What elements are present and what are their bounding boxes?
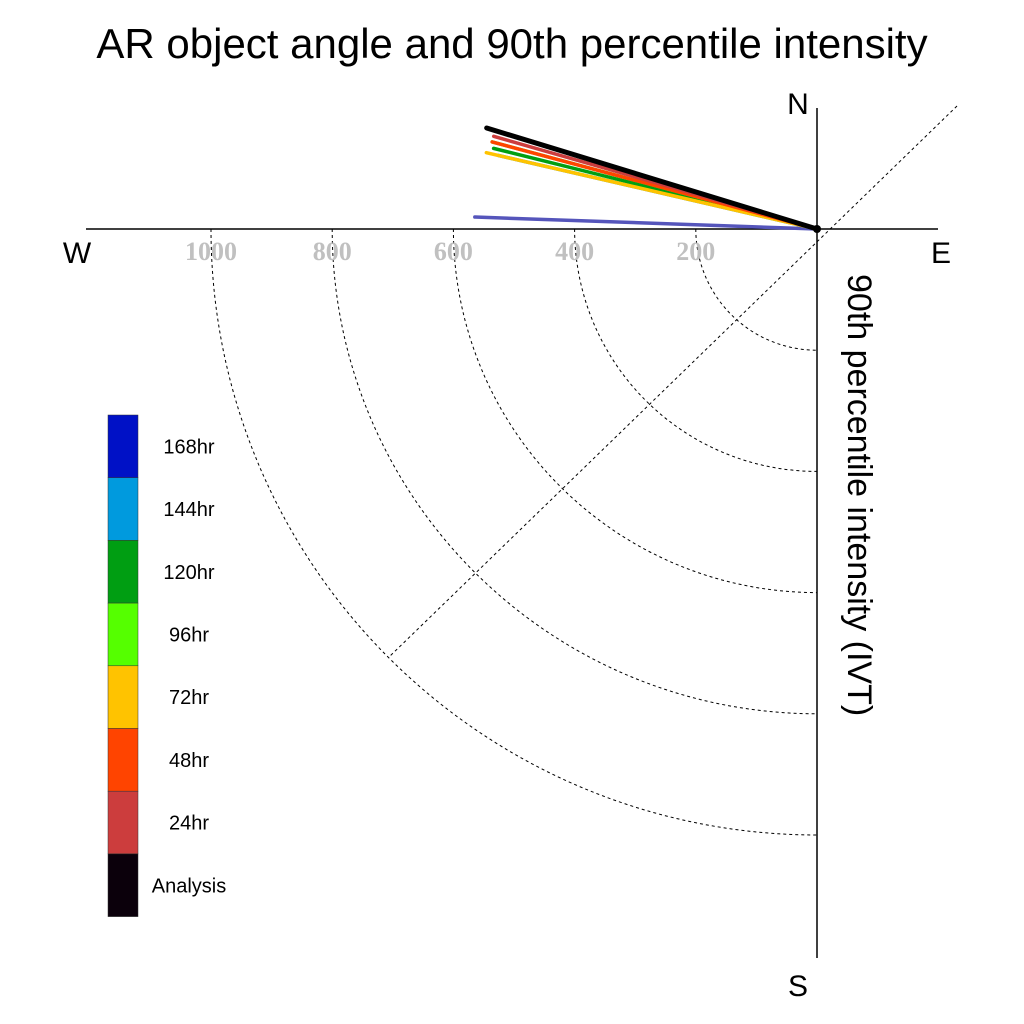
compass-south-label: S: [788, 970, 808, 1003]
legend-label-96hr: 96hr: [169, 624, 209, 646]
legend-swatch-analysis: [107, 853, 139, 917]
radial-tick-label-1000: 1000: [185, 237, 237, 266]
series-lines: [473, 125, 820, 232]
radial-tick-label-800: 800: [313, 237, 352, 266]
radial-tick-label-600: 600: [434, 237, 473, 266]
legend-label-168hr: 168hr: [163, 436, 214, 458]
series-line-analysis: [484, 125, 820, 232]
legend-swatch-120hr: [107, 540, 139, 604]
legend-label-24hr: 24hr: [169, 813, 209, 835]
legend-swatch-48hr: [107, 728, 139, 792]
diagonal-reference-line: [388, 105, 958, 658]
legend-label-48hr: 48hr: [169, 750, 209, 772]
legend-label-analysis: Analysis: [152, 875, 226, 897]
grid-arc-1000: [210, 228, 818, 836]
radial-tick-labels: 200 400 600 800 1000: [185, 237, 715, 266]
compass-west-label: W: [63, 237, 92, 270]
legend: 168hr 144hr 120hr 96hr 72hr 48hr 24hr Analysis: [107, 414, 226, 917]
legend-label-144hr: 144hr: [163, 499, 214, 521]
radial-tick-label-200: 200: [676, 237, 715, 266]
legend-label-72hr: 72hr: [169, 687, 209, 709]
legend-swatch-24hr: [107, 790, 139, 855]
compass-east-label: E: [931, 237, 951, 270]
series-line-72hr: [484, 150, 819, 231]
y-axis-label: 90th percentile intensity (IVT): [840, 274, 878, 716]
legend-swatch-168hr: [107, 414, 139, 478]
origin-point: [813, 225, 821, 233]
legend-swatch-72hr: [107, 665, 139, 729]
chart-title: AR object angle and 90th percentile inte…: [96, 20, 927, 67]
grid-arc-200: [695, 228, 818, 351]
grid-arc-800: [331, 228, 818, 715]
grid-arc-400: [574, 228, 818, 472]
series-line-168hr: [473, 215, 819, 231]
legend-swatch-96hr: [107, 602, 139, 667]
compass-north-label: N: [787, 88, 809, 121]
legend-swatch-144hr: [107, 477, 139, 541]
polar-grid: [210, 105, 958, 836]
legend-label-120hr: 120hr: [163, 562, 214, 584]
radial-tick-label-400: 400: [555, 237, 594, 266]
grid-arc-600: [452, 228, 818, 594]
